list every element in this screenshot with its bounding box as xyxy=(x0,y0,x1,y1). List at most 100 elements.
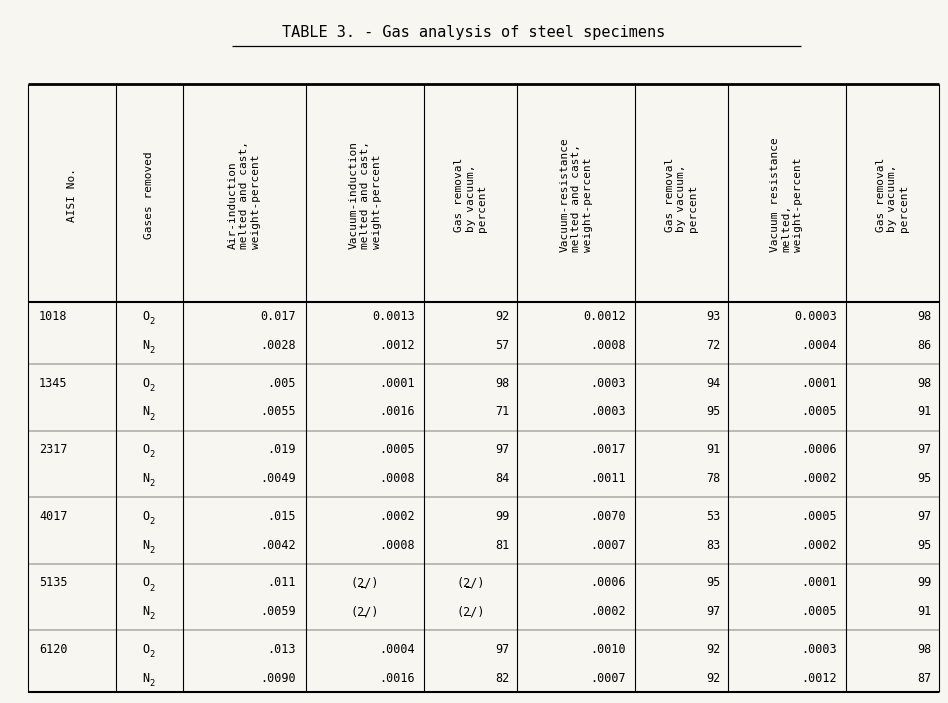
Text: 95: 95 xyxy=(917,472,931,485)
Text: .0003: .0003 xyxy=(590,406,626,418)
Text: 97: 97 xyxy=(495,444,509,456)
Text: 2: 2 xyxy=(149,650,155,659)
Text: .0005: .0005 xyxy=(801,510,836,523)
Text: 2: 2 xyxy=(149,413,155,422)
Text: .0010: .0010 xyxy=(590,643,626,656)
Text: 2: 2 xyxy=(149,517,155,526)
Text: 87: 87 xyxy=(917,671,931,685)
Text: Gases removed: Gases removed xyxy=(144,151,155,239)
Text: (2/): (2/) xyxy=(456,576,484,589)
Text: AISI No.: AISI No. xyxy=(67,168,77,222)
Text: .0008: .0008 xyxy=(379,472,415,485)
Text: 2: 2 xyxy=(149,612,155,621)
Text: O: O xyxy=(142,576,149,589)
Text: 98: 98 xyxy=(917,377,931,389)
Text: O: O xyxy=(142,310,149,323)
Text: Gas removal
by vacuum,
percent: Gas removal by vacuum, percent xyxy=(665,158,698,232)
Text: Gas removal
by vacuum,
percent: Gas removal by vacuum, percent xyxy=(454,158,487,232)
Text: 91: 91 xyxy=(706,444,720,456)
Text: 95: 95 xyxy=(706,406,720,418)
Text: O: O xyxy=(142,444,149,456)
Text: 0.0003: 0.0003 xyxy=(793,310,836,323)
Text: 95: 95 xyxy=(917,538,931,551)
Text: 2: 2 xyxy=(149,317,155,326)
Text: .0006: .0006 xyxy=(801,444,836,456)
Text: 5135: 5135 xyxy=(39,576,67,589)
Text: 98: 98 xyxy=(917,643,931,656)
Text: 92: 92 xyxy=(495,310,509,323)
Text: 4017: 4017 xyxy=(39,510,67,523)
Text: Vacuum-induction
melted and cast,
weight-percent: Vacuum-induction melted and cast, weight… xyxy=(349,141,382,249)
Text: 72: 72 xyxy=(706,339,720,352)
Text: 94: 94 xyxy=(706,377,720,389)
Text: .0001: .0001 xyxy=(801,377,836,389)
Text: 1345: 1345 xyxy=(39,377,67,389)
Text: .0028: .0028 xyxy=(261,339,296,352)
Text: .0001: .0001 xyxy=(379,377,415,389)
Text: .0002: .0002 xyxy=(801,538,836,551)
Text: 97: 97 xyxy=(917,510,931,523)
Text: 95: 95 xyxy=(706,576,720,589)
Text: (2/): (2/) xyxy=(351,576,379,589)
Text: 0.0012: 0.0012 xyxy=(583,310,626,323)
Text: 98: 98 xyxy=(495,377,509,389)
Text: 2: 2 xyxy=(149,546,155,555)
Text: .015: .015 xyxy=(267,510,296,523)
Text: .0059: .0059 xyxy=(261,605,296,618)
Text: Gas removal
by vacuum,
percent: Gas removal by vacuum, percent xyxy=(876,158,909,232)
Text: O: O xyxy=(142,377,149,389)
Text: 2: 2 xyxy=(149,346,155,355)
Text: .0002: .0002 xyxy=(379,510,415,523)
Text: .0005: .0005 xyxy=(801,406,836,418)
Text: 53: 53 xyxy=(706,510,720,523)
Text: .0012: .0012 xyxy=(801,671,836,685)
Text: N: N xyxy=(142,538,149,551)
Text: .0049: .0049 xyxy=(261,472,296,485)
Text: 1018: 1018 xyxy=(39,310,67,323)
Text: .0008: .0008 xyxy=(590,339,626,352)
Text: 92: 92 xyxy=(706,671,720,685)
Text: 82: 82 xyxy=(495,671,509,685)
Text: .0004: .0004 xyxy=(801,339,836,352)
Text: 92: 92 xyxy=(706,643,720,656)
Text: 97: 97 xyxy=(706,605,720,618)
Text: .0016: .0016 xyxy=(379,671,415,685)
Text: N: N xyxy=(142,605,149,618)
Text: .0012: .0012 xyxy=(379,339,415,352)
Text: .0090: .0090 xyxy=(261,671,296,685)
Text: 99: 99 xyxy=(917,576,931,589)
Text: .005: .005 xyxy=(267,377,296,389)
Text: 93: 93 xyxy=(706,310,720,323)
Text: 84: 84 xyxy=(495,472,509,485)
Text: 99: 99 xyxy=(495,510,509,523)
Text: .0007: .0007 xyxy=(590,671,626,685)
Text: 0.0013: 0.0013 xyxy=(373,310,415,323)
Text: .0017: .0017 xyxy=(590,444,626,456)
Text: .0016: .0016 xyxy=(379,406,415,418)
Text: .0070: .0070 xyxy=(590,510,626,523)
Text: O: O xyxy=(142,643,149,656)
Text: 0.017: 0.017 xyxy=(261,310,296,323)
Text: .0002: .0002 xyxy=(590,605,626,618)
Text: 91: 91 xyxy=(917,605,931,618)
Text: .0011: .0011 xyxy=(590,472,626,485)
Text: .0001: .0001 xyxy=(801,576,836,589)
Text: 98: 98 xyxy=(917,310,931,323)
Text: 2: 2 xyxy=(149,583,155,593)
Text: Air-induction
melted and cast,
weight-percent: Air-induction melted and cast, weight-pe… xyxy=(228,141,261,249)
Text: 71: 71 xyxy=(495,406,509,418)
Text: 81: 81 xyxy=(495,538,509,551)
Text: N: N xyxy=(142,339,149,352)
Text: 97: 97 xyxy=(917,444,931,456)
Text: 6120: 6120 xyxy=(39,643,67,656)
Text: .019: .019 xyxy=(267,444,296,456)
Text: .0008: .0008 xyxy=(379,538,415,551)
Text: .011: .011 xyxy=(267,576,296,589)
Text: 97: 97 xyxy=(495,643,509,656)
Text: 91: 91 xyxy=(917,406,931,418)
Text: 2: 2 xyxy=(149,679,155,688)
Text: .0042: .0042 xyxy=(261,538,296,551)
Text: .0004: .0004 xyxy=(379,643,415,656)
Text: Vacuum resistance
melted,
weight-percent: Vacuum resistance melted, weight-percent xyxy=(770,138,804,252)
Text: (2/): (2/) xyxy=(456,605,484,618)
